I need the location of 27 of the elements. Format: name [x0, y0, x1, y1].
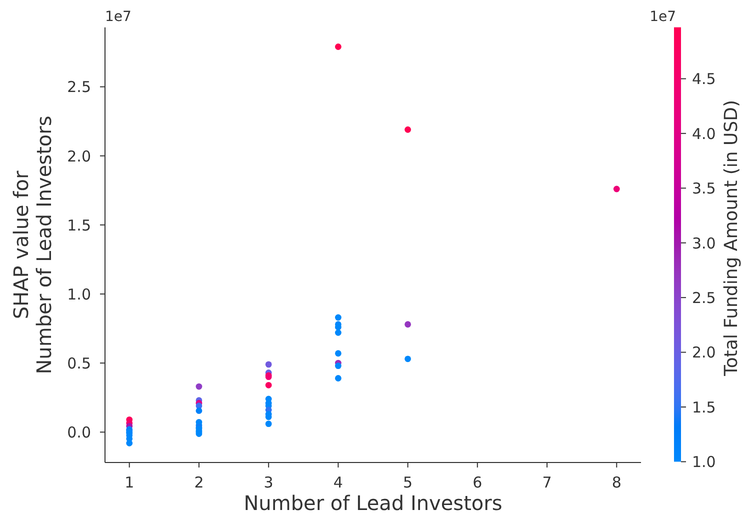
y-axis-title: SHAP value for Number of Lead Investors [9, 116, 56, 374]
x-axis-title: Number of Lead Investors [244, 491, 502, 515]
x-tick-label: 2 [194, 474, 204, 492]
color-bar-label: 1.0 [692, 453, 716, 472]
y-tick-label: 1.5 [67, 216, 91, 234]
x-tick-label: 5 [403, 474, 413, 492]
color-bar-title: Total Funding Amount (in USD) [721, 100, 742, 378]
x-tick-label: 3 [264, 474, 274, 492]
x-tick-label: 4 [333, 474, 343, 492]
x-tick-label: 1 [124, 474, 134, 492]
color-bar-label: 3.5 [692, 180, 716, 198]
color-bar-label: 4.0 [692, 124, 716, 143]
y-tick-label: 0.0 [67, 424, 91, 442]
color-bar-label: 2.0 [692, 344, 716, 362]
color-bar-label: 2.5 [692, 288, 716, 307]
y-tick-label: 0.5 [67, 354, 91, 372]
y-tick-label: 2.5 [67, 78, 91, 96]
x-tick-label: 6 [472, 474, 482, 492]
x-tick-label: 8 [612, 474, 622, 492]
x-tick-label: 7 [542, 474, 552, 492]
color-bar-label: 1.5 [692, 398, 716, 416]
y-tick-label: 1.0 [67, 285, 91, 304]
text: 1e7 [105, 9, 132, 25]
color-bar-label: 3.0 [692, 234, 716, 252]
text: 1e7 [650, 9, 676, 25]
y-tick-label: 2.0 [67, 147, 91, 166]
color-bar-label: 4.5 [692, 70, 716, 88]
